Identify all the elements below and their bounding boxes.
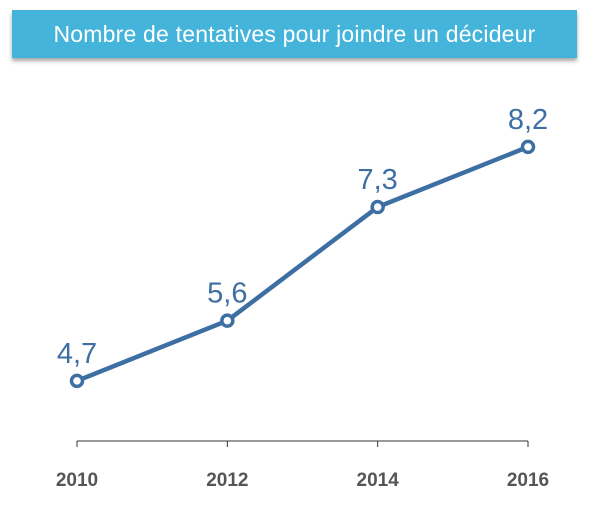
title-banner: Nombre de tentatives pour joindre un déc…: [12, 10, 577, 58]
x-tick-label: 2016: [507, 470, 549, 491]
x-tick-label: 2012: [206, 470, 248, 491]
x-tick-label: 2010: [56, 470, 98, 491]
data-point: [69, 373, 85, 389]
data-point: [220, 313, 235, 328]
data-point: [370, 199, 385, 215]
data-point: [520, 139, 536, 155]
x-tick-label: 2014: [357, 470, 400, 491]
series-line: [74, 144, 531, 384]
chart-title: Nombre de tentatives pour joindre un déc…: [53, 20, 536, 47]
data-label: 8,2: [508, 104, 548, 136]
data-label: 4,7: [57, 338, 97, 370]
data-label: 5,6: [207, 278, 247, 310]
data-label: 7,3: [358, 164, 398, 196]
